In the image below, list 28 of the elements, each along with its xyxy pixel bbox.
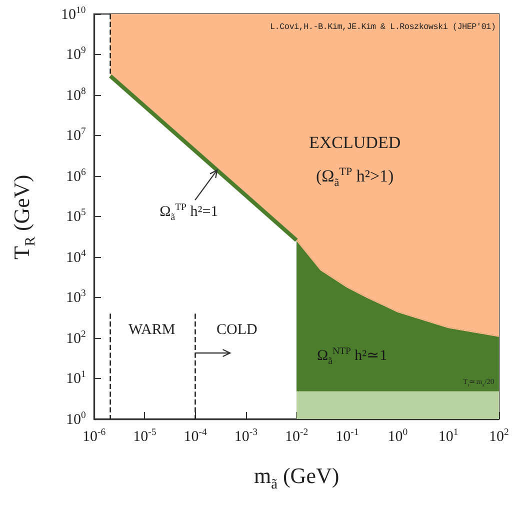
y-tick-label: 10$^{3}$ <box>66 288 86 307</box>
annotation: WARM <box>128 322 176 338</box>
annotation: EXCLUDED <box>309 133 401 153</box>
x-tick-label: 10$^{-4}$ <box>184 426 207 446</box>
y-tick-label: 10$^{4}$ <box>66 248 86 266</box>
y-tick-label: 10$^{2}$ <box>66 328 86 348</box>
y-tick-label: 10$^{10}$ <box>61 4 86 24</box>
x-tick-label: 10$^{2}$ <box>489 426 509 446</box>
x-tick-label: 10$^{-1}$ <box>336 426 359 446</box>
x-tick-label: 10$^{1}$ <box>438 426 458 446</box>
annotation: L.Covi,H.-B.Kim,JE.Kim & L.Roszkowski (JHEP'01) <box>270 22 496 32</box>
y-tick-label: 10$^{0}$ <box>66 410 86 428</box>
x-tick-label: 10$^{-3}$ <box>234 426 258 446</box>
y-tick-label: 10$^{7}$ <box>66 126 86 145</box>
x-tick-label: 10$^{-6}$ <box>82 426 106 446</box>
y-tick-label: 10$^{8}$ <box>66 86 86 104</box>
annotation: Ω$_{ã}$$^{NTP}$ h²≃1 <box>317 346 388 366</box>
annotation: (Ω$_{ã}$$^{TP}$ h²>1) <box>316 166 394 189</box>
annotation: COLD <box>216 322 258 338</box>
y-tick-label: 10$^{6}$ <box>66 166 86 186</box>
y-tick-label: 10$^{5}$ <box>66 207 86 226</box>
annotation: Ω$_{ã}$$^{TP}$ h²=1 <box>160 202 218 223</box>
y-tick-label: 10$^{1}$ <box>66 369 86 388</box>
y-tick-label: 10$^{9}$ <box>66 45 86 64</box>
x-tick-label: 10$^{-5}$ <box>133 426 156 446</box>
x-tick-label: 10$^{-2}$ <box>285 426 308 446</box>
x-tick-label: 10$^{0}$ <box>388 426 408 446</box>
x-axis-title: m$_{ã}$ (GeV) <box>254 463 340 494</box>
